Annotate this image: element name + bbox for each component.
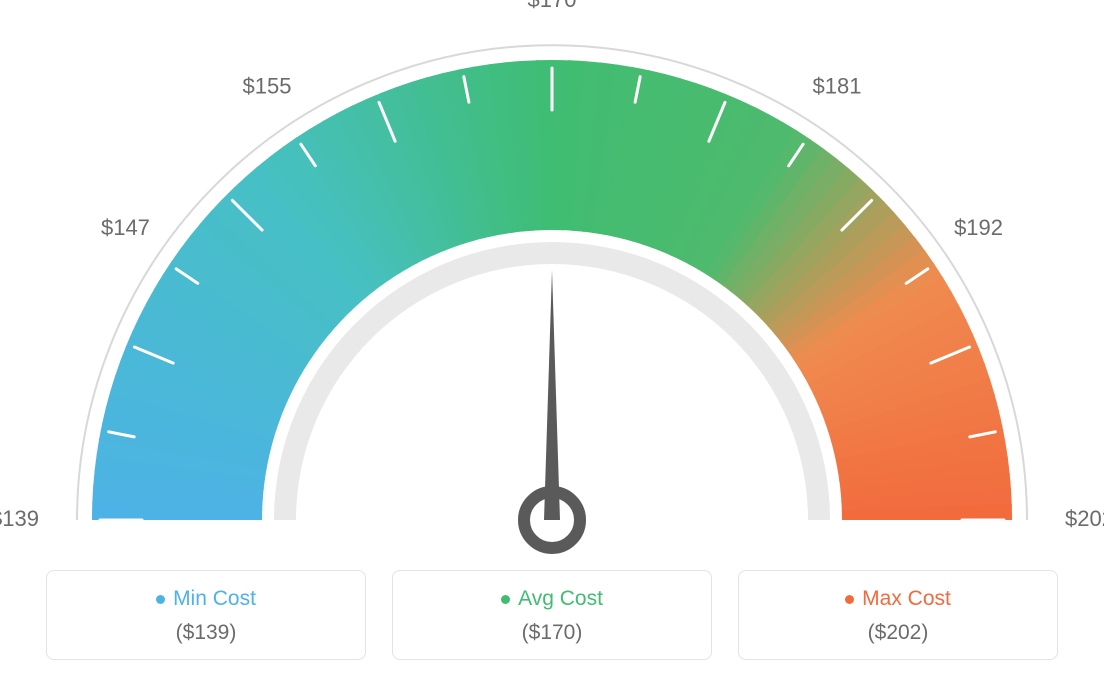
cost-gauge: $139 $147 $155 $170 $181 $192 $202 <box>0 0 1104 560</box>
svg-text:$155: $155 <box>243 73 292 98</box>
legend-dot-avg <box>501 595 510 604</box>
legend-dot-max <box>845 595 854 604</box>
legend-row: Min Cost ($139) Avg Cost ($170) Max Cost… <box>0 560 1104 660</box>
legend-label-avg: Avg Cost <box>518 587 603 611</box>
svg-text:$192: $192 <box>954 215 1003 240</box>
gauge-svg: $139 $147 $155 $170 $181 $192 $202 <box>0 0 1104 560</box>
svg-text:$139: $139 <box>0 506 39 531</box>
svg-text:$170: $170 <box>528 0 577 12</box>
legend-value-avg: ($170) <box>403 621 701 645</box>
legend-card-max: Max Cost ($202) <box>738 570 1058 660</box>
legend-dot-min <box>156 595 165 604</box>
legend-title-avg: Avg Cost <box>501 587 603 611</box>
svg-text:$147: $147 <box>101 215 150 240</box>
legend-value-min: ($139) <box>57 621 355 645</box>
legend-label-max: Max Cost <box>862 587 951 611</box>
svg-text:$181: $181 <box>813 73 862 98</box>
legend-title-min: Min Cost <box>156 587 256 611</box>
legend-card-avg: Avg Cost ($170) <box>392 570 712 660</box>
legend-card-min: Min Cost ($139) <box>46 570 366 660</box>
legend-label-min: Min Cost <box>173 587 256 611</box>
legend-value-max: ($202) <box>749 621 1047 645</box>
svg-text:$202: $202 <box>1065 506 1104 531</box>
legend-title-max: Max Cost <box>845 587 951 611</box>
